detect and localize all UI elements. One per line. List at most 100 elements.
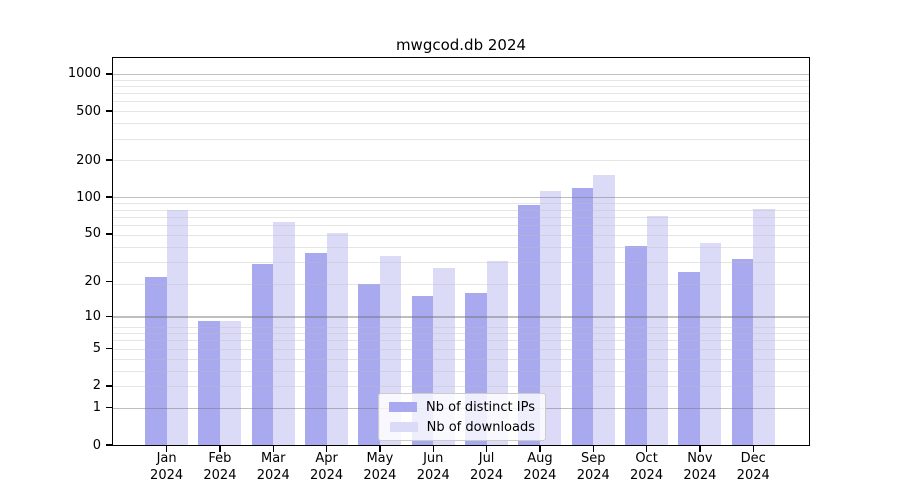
x-axis-label-oct: Oct 2024 [630,451,664,483]
y-axis-label-1: 1 [92,400,101,416]
bar-downloads-oct [646,216,669,445]
x-axis-label-nov: Nov 2024 [683,451,717,483]
gridline-minor-6 [113,340,809,342]
x-axis-label-sep: Sep 2024 [576,451,610,483]
gridline-minor-8 [113,326,809,328]
x-axis-tick-aug [539,445,541,452]
gridline-minor-299 [113,138,809,140]
y-axis-label-500: 500 [76,103,101,119]
chart-title: mwgcod.db 2024 [395,36,527,54]
y-axis-label-10: 10 [84,308,101,324]
y-axis-label-2: 2 [92,378,101,394]
gridline-minor-69 [113,216,809,218]
bar-ips-aug [518,204,540,445]
bar-ips-jan [145,276,167,445]
gridline-minor-7 [113,333,809,335]
gridline-minor-19 [113,284,809,286]
bar-ips-dec [731,258,754,445]
x-axis-tick-feb [219,445,221,452]
y-axis-tick-10 [106,315,113,317]
y-axis-tick-1 [106,407,113,409]
bar-ips-apr [305,252,327,445]
x-axis-tick-may [379,445,381,452]
x-axis-label-apr: Apr 2024 [310,451,344,483]
gridline-major-10 [113,316,809,318]
gridline-major-1000 [113,73,809,76]
gridline-minor-799 [113,86,809,87]
y-axis-label-1000: 1000 [67,66,101,82]
legend-label-distinct-ips: Nb of distinct IPs [426,399,535,415]
y-axis-label-100: 100 [76,189,101,205]
y-axis-tick-0 [106,444,113,446]
bar-ips-feb [198,321,220,445]
gridline-minor-4 [113,358,809,360]
gridline-minor-499 [113,111,809,113]
y-axis-label-50: 50 [84,226,101,242]
gridline-minor-29 [113,262,809,264]
gridline-minor-3 [113,370,809,372]
bar-downloads-jan [166,210,189,445]
bar-downloads-aug [539,191,562,445]
x-axis-tick-apr [325,445,328,452]
bar-ips-mar [251,264,274,445]
gridline-minor-5 [113,348,809,350]
bar-downloads-sep [593,174,615,445]
gridline-minor-599 [113,101,809,103]
gridline-minor-39 [113,246,809,248]
y-axis-tick-20 [106,280,113,283]
y-axis-tick-5 [106,348,113,350]
x-axis-label-mar: Mar 2024 [256,451,290,483]
x-axis-tick-jun [432,445,434,452]
x-axis-tick-jan [165,445,168,452]
x-axis-tick-sep [592,445,594,452]
y-axis-label-0: 0 [92,437,101,453]
bar-ips-may [358,284,380,445]
legend-swatch-downloads [389,422,418,432]
gridline-minor-89 [113,203,809,205]
legend-label-downloads: Nb of downloads [426,419,535,435]
x-axis-tick-nov [699,445,701,452]
y-axis-tick-50 [106,233,113,235]
gridline-minor-59 [113,225,809,227]
gridline-minor-49 [113,234,809,236]
y-axis-label-200: 200 [76,152,101,168]
x-axis-label-jul: Jul 2024 [470,451,504,483]
y-axis-label-5: 5 [92,341,101,357]
x-axis-tick-mar [272,445,274,452]
y-axis-tick-500 [106,110,113,112]
y-axis-tick-1000 [106,73,113,75]
x-axis-label-dec: Dec 2024 [736,451,770,483]
y-axis-tick-100 [106,196,113,198]
gridline-major-100 [113,197,809,199]
y-axis-tick-2 [106,385,113,387]
bar-downloads-apr [326,232,349,445]
y-axis-tick-200 [106,159,113,161]
x-axis-label-jun: Jun 2024 [416,451,450,483]
x-axis-tick-jul [485,445,488,452]
legend-item-downloads: Nb of downloads [379,420,545,435]
bar-ips-oct [625,245,647,445]
gridline-minor-2 [113,385,809,387]
bar-downloads-nov [699,243,722,445]
gridline-minor-899 [113,79,809,81]
bar-downloads-mar [273,221,295,445]
x-axis-label-jan: Jan 2024 [150,451,184,483]
gridline-minor-699 [113,93,809,95]
y-axis-label-20: 20 [84,273,101,289]
plot-area: 0 1 2 5 10 20 50 100 200 500 1000 Jan 2024 Feb 2024 Mar… [68,57,810,483]
legend-item-distinct-ips: Nb of distinct IPs [379,400,545,415]
gridline-minor-399 [113,123,809,125]
gridline-minor-199 [113,160,809,162]
bar-downloads-feb [219,321,242,445]
x-axis-tick-dec [752,445,754,452]
legend: Nb of distinct IPs Nb of downloads [378,393,546,441]
bar-ips-sep [571,188,594,445]
x-axis-label-may: May 2024 [363,451,397,483]
bar-ips-nov [678,272,700,445]
x-axis-label-aug: Aug 2024 [523,451,557,483]
legend-swatch-distinct-ips [389,402,418,412]
bar-downloads-dec [753,209,775,445]
gridline-minor-79 [113,209,809,211]
x-axis-label-feb: Feb 2024 [203,451,237,483]
